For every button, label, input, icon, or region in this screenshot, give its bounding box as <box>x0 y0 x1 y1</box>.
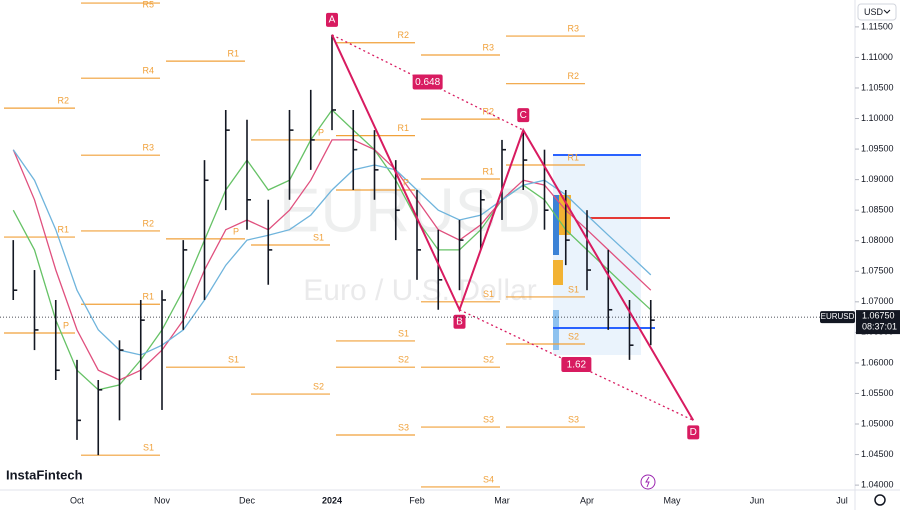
profile-bar <box>553 310 559 350</box>
currency-selector[interactable] <box>857 3 897 21</box>
settings-icon[interactable] <box>874 494 886 506</box>
x-tick-label: Jul <box>836 495 848 505</box>
brand-logo: InstaFintech <box>6 467 83 482</box>
pivot-label: R1 <box>227 48 239 58</box>
ratio-label: 0.648 <box>415 77 440 88</box>
x-tick-label: Dec <box>239 495 256 505</box>
volume-profile <box>553 154 670 355</box>
pivot-label: S1 <box>483 289 494 299</box>
pivot-label: P <box>63 320 69 330</box>
pivot-label: R1 <box>397 123 409 133</box>
pivot-label: R1 <box>57 224 69 234</box>
ratio-label: 1.62 <box>567 360 587 371</box>
pivot-label: S2 <box>313 381 324 391</box>
y-tick-label: 1.08500 <box>861 205 894 215</box>
pivot-label: S1 <box>143 443 154 453</box>
y-tick-label: 1.11000 <box>861 52 893 62</box>
labels: R2 R1 P R5 R4 R3 R2 R1 S1 R1 P S1 P S1 S2 R2 R1 P S1 S2 S3 R3… <box>0 0 855 484</box>
x-tick-label: Jun <box>750 495 765 505</box>
pivot-label: S1 <box>228 355 239 365</box>
y-tick-label: 1.11500 <box>861 21 893 31</box>
y-tick-label: 1.09000 <box>861 174 894 184</box>
x-tick-label: Mar <box>494 495 510 505</box>
x-tick-label: May <box>663 495 681 505</box>
pivot-label: R1 <box>142 292 154 302</box>
pivot-label: S3 <box>568 414 579 424</box>
pivot-label: R2 <box>397 30 409 40</box>
pivot-label: R4 <box>142 66 154 76</box>
currency-label[interactable]: USD <box>864 7 884 17</box>
pivot-label: S2 <box>568 331 579 341</box>
pattern-point <box>453 314 466 329</box>
y-tick-label: 1.10000 <box>861 113 894 123</box>
pivot-label: R2 <box>57 96 69 106</box>
pivot-label: R2 <box>567 71 579 81</box>
pivot-label: S2 <box>398 355 409 365</box>
event-bolt <box>645 476 650 488</box>
pivot-label: R3 <box>482 42 494 52</box>
pivot-label: R2 <box>142 218 154 228</box>
pivot-label: S1 <box>313 232 324 242</box>
watermark-subtitle: Euro / U.S. Dollar <box>303 274 536 307</box>
pattern-point-label: B <box>456 316 463 327</box>
pattern-point-label: A <box>329 14 336 25</box>
pivot-label: R3 <box>142 143 154 153</box>
ratio-box <box>561 357 592 373</box>
price-tag <box>856 310 900 335</box>
x-tick-label: Nov <box>154 495 171 505</box>
y-tick-label: 1.10500 <box>861 82 894 92</box>
pivot-label: R3 <box>567 23 579 33</box>
symbol-tag <box>820 311 855 324</box>
y-tick-label: 1.04000 <box>861 479 894 489</box>
x-tick-label: Oct <box>70 495 85 505</box>
pattern-point <box>687 425 700 440</box>
x-tick-label: 2024 <box>322 495 342 505</box>
x-tick-label: Feb <box>409 495 425 505</box>
pivot-label: S3 <box>483 414 494 424</box>
pivot-label: R2 <box>482 107 494 117</box>
pivot-label: R1 <box>482 166 494 176</box>
y-tick-label: 1.04500 <box>861 449 894 459</box>
price-tag-label: 1.06750 <box>862 310 895 320</box>
countdown-label: 08:37:01 <box>862 321 897 331</box>
y-tick-label: 1.09500 <box>861 143 894 153</box>
pivot-label: P <box>403 177 409 187</box>
x-tick-label: Apr <box>580 495 594 505</box>
y-tick-label: 1.07000 <box>861 296 894 306</box>
y-tick-label: 1.05000 <box>861 418 894 428</box>
y-tick-label: 1.05500 <box>861 388 894 398</box>
symbol-tag-label: EURUSD <box>821 312 855 321</box>
pivot-label: S1 <box>398 328 409 338</box>
pivot-label: P <box>233 226 239 236</box>
dropdown-chevron <box>883 9 891 14</box>
pattern-point-label: D <box>690 427 697 438</box>
profile-bar <box>553 195 559 255</box>
pivot-label: S4 <box>483 474 494 484</box>
pattern-point <box>326 12 338 27</box>
pivot-label: S1 <box>568 284 579 294</box>
ratio-box <box>412 74 443 90</box>
pattern-ratio-line <box>459 309 694 421</box>
y-tick-label: 1.08000 <box>861 235 894 245</box>
pattern-point-label: C <box>520 110 527 121</box>
pivot-label: S3 <box>398 422 409 432</box>
pattern-point <box>517 108 530 123</box>
y-tick-label: 1.07500 <box>861 266 894 276</box>
plot <box>4 2 655 488</box>
y-tick-label: 1.06000 <box>861 357 894 367</box>
pivot-label: S2 <box>483 355 494 365</box>
pivot-label: P <box>318 127 324 137</box>
watermark: EURUSD <box>279 176 541 245</box>
pivot-label: R5 <box>142 0 154 9</box>
profile-bar <box>553 260 563 285</box>
pivot-label: R1 <box>567 152 579 162</box>
pattern-line <box>331 34 695 421</box>
